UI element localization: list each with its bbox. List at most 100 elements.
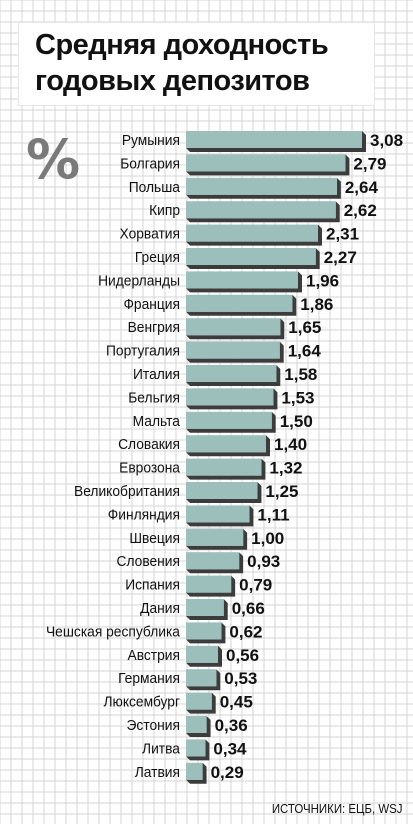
chart-title-line-2: годовых депозитов (35, 65, 310, 97)
value-label: 1,58 (284, 365, 317, 384)
bar-shadow (186, 201, 340, 223)
title-box: Средняя доходность годовых депозитов (18, 22, 375, 106)
bar (186, 645, 218, 663)
bar-shadow (186, 716, 211, 737)
bar-shadow (186, 294, 297, 316)
bar (186, 552, 240, 570)
bar (186, 318, 281, 336)
category-label: Франция (123, 296, 180, 313)
bars-group: Румыния 3,08 Болгария 2,79 Польша 2,64 Кипр 2,6… (46, 131, 403, 784)
bar-shadow (186, 528, 248, 550)
bar-shadow (186, 692, 216, 714)
bar (186, 622, 222, 640)
bar (186, 528, 244, 546)
value-label: 1,96 (306, 271, 339, 290)
category-label: Финляндия (108, 506, 180, 523)
value-label: 3,08 (370, 131, 403, 150)
bar (186, 411, 272, 429)
value-label: 1,00 (251, 529, 284, 548)
bar-shadow (186, 177, 341, 199)
bar-shadow (186, 739, 210, 761)
bar (186, 154, 346, 172)
bar (186, 131, 362, 148)
bar-shadow (186, 341, 284, 363)
value-label: 2,64 (345, 178, 379, 197)
category-label: Германия (118, 670, 180, 687)
bar (186, 294, 293, 312)
value-label: 0,36 (215, 716, 248, 735)
percent-unit-icon: % (26, 128, 81, 191)
bar-shadow (186, 388, 278, 410)
bar (186, 716, 207, 733)
category-label: Португалия (106, 343, 180, 360)
category-label: Чешская республика (46, 623, 181, 640)
bar (186, 341, 280, 359)
value-label: 0,93 (247, 552, 280, 571)
value-label: 1,25 (265, 482, 298, 501)
category-label: Нидерланды (98, 272, 180, 289)
bar-shadow (186, 224, 322, 246)
value-label: 1,40 (274, 435, 307, 454)
category-label: Бельгия (128, 389, 180, 406)
value-label: 2,31 (326, 225, 359, 244)
bar (186, 365, 277, 382)
category-label: Кипр (149, 202, 180, 219)
bar (186, 575, 232, 593)
category-label: Мальта (133, 413, 181, 430)
bar-shadow (186, 645, 222, 667)
bar-shadow (186, 154, 350, 176)
bar (186, 739, 206, 757)
bar-shadow (186, 552, 244, 574)
bar-shadow (186, 599, 228, 620)
bar (186, 762, 203, 780)
bar-shadow (186, 248, 320, 269)
category-label: Словения (116, 553, 180, 570)
value-label: 0,53 (224, 669, 257, 688)
category-label: Швеция (129, 530, 180, 547)
bar (186, 482, 258, 499)
value-label: 0,29 (211, 763, 244, 782)
bar-shadow (186, 762, 207, 784)
value-label: 1,65 (288, 318, 321, 337)
value-label: 1,64 (288, 342, 322, 361)
chart-title-line-1: Средняя доходность (35, 29, 329, 61)
value-label: 1,11 (257, 505, 289, 524)
value-label: 0,62 (229, 622, 262, 641)
category-label: Испания (125, 577, 180, 594)
category-label: Румыния (122, 132, 180, 149)
bar-shadow (186, 131, 366, 152)
bar (186, 271, 298, 289)
category-label: Великобритания (74, 483, 180, 500)
category-label: Эстония (127, 717, 180, 734)
source-note: ИСТОЧНИКИ: ЕЦБ, WSJ (272, 801, 403, 816)
bar (186, 224, 318, 242)
bar (186, 599, 224, 616)
category-label: Еврозона (119, 460, 180, 477)
bar-shadow (186, 318, 285, 340)
bar-shadow (186, 411, 276, 433)
value-label: 2,79 (353, 154, 386, 173)
bar (186, 505, 250, 523)
category-label: Латвия (135, 764, 180, 781)
category-label: Люксембург (103, 694, 180, 711)
bar-shadow (186, 669, 221, 691)
bar-shadow (186, 435, 270, 457)
bar (186, 669, 217, 687)
value-label: 1,50 (280, 412, 313, 431)
bar-shadow (186, 365, 281, 386)
value-label: 1,53 (281, 388, 314, 407)
bar-shadow (186, 458, 266, 480)
value-label: 1,32 (269, 459, 302, 478)
category-label: Дания (140, 600, 180, 617)
category-label: Италия (133, 366, 180, 383)
bar (186, 692, 212, 710)
bar (186, 248, 316, 265)
bar (186, 388, 274, 406)
value-label: 0,79 (239, 576, 272, 595)
bar (186, 201, 336, 219)
bar (186, 435, 266, 453)
value-label: 0,56 (226, 646, 259, 665)
bar-shadow (186, 505, 254, 527)
